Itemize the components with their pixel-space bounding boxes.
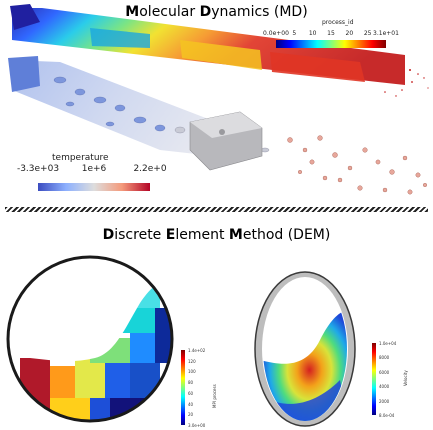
mpi-process-colorbar-label: MPI process: [212, 384, 217, 408]
colorbar-tick-label: 100: [188, 369, 196, 375]
colorbar-tick-label: 80: [188, 380, 194, 386]
colorbar-tick-label: 3.1e+01: [373, 30, 399, 37]
title-part: ethod (DEM): [242, 227, 331, 243]
colorbar-tick-label: -3.3e+03: [16, 164, 60, 174]
colorbar-tick-label: 1e+6: [81, 164, 107, 174]
mpi-process-colorbar: [181, 350, 185, 425]
md-title: Molecular Dynamics (MD): [0, 4, 433, 20]
title-part: lement: [175, 227, 229, 243]
colorbar-tick-label: 25: [363, 30, 372, 37]
upper-particle-stream: [10, 4, 429, 97]
colorbar-tick-label: 4000: [379, 384, 390, 390]
velocity-colorbar-label: Velocity: [403, 370, 408, 386]
process-id-colorbar: [276, 40, 386, 48]
md-simulation-render: [8, 4, 429, 195]
title-part: D: [199, 4, 212, 20]
colorbar-tick-label: 6000: [379, 369, 390, 375]
colorbar-tick-label: 3.0e+00: [188, 423, 206, 428]
colorbar-tick-label: 1.4e+02: [188, 348, 206, 353]
dem-velocity-drum: [254, 271, 356, 427]
dispersed-particles: [287, 135, 428, 195]
temperature-colorbar: [38, 183, 150, 191]
title-part: iscrete: [114, 227, 166, 243]
colorbar-tick-label: 8.0e-04: [379, 413, 395, 418]
title-part: olecular: [139, 4, 200, 20]
process-id-colorbar-label: process_id: [322, 19, 354, 26]
colorbar-tick-label: 20: [188, 412, 194, 418]
colorbar-tick-label: 5: [292, 30, 297, 37]
velocity-colorbar: [372, 343, 376, 415]
title-part: E: [165, 227, 176, 243]
colorbar-tick-label: 2.2e+0: [133, 164, 167, 174]
colorbar-tick-label: 0.0e+00: [263, 30, 289, 37]
lower-particle-stream: [8, 56, 270, 171]
colorbar-tick-label: 120: [188, 358, 196, 364]
colorbar-tick-label: 20: [345, 30, 354, 37]
colorbar-tick-label: 40: [188, 401, 194, 407]
title-part: M: [228, 227, 243, 243]
title-part: D: [102, 227, 115, 243]
dem-mpi-drum: [6, 255, 174, 423]
colorbar-tick-label: 10: [308, 30, 317, 37]
dem-title: Discrete Element Method (DEM): [0, 227, 433, 243]
temperature-colorbar-label: temperature: [52, 153, 109, 163]
colorbar-tick-label: 8000: [379, 355, 390, 361]
colorbar-tick-label: 1.0e+04: [379, 341, 397, 346]
section-divider: [5, 207, 428, 212]
title-part: M: [125, 4, 140, 20]
colorbar-tick-label: 15: [327, 30, 335, 37]
colorbar-tick-label: 2000: [379, 398, 390, 404]
colorbar-tick-label: 60: [188, 390, 194, 396]
title-part: ynamics (MD): [211, 4, 308, 20]
